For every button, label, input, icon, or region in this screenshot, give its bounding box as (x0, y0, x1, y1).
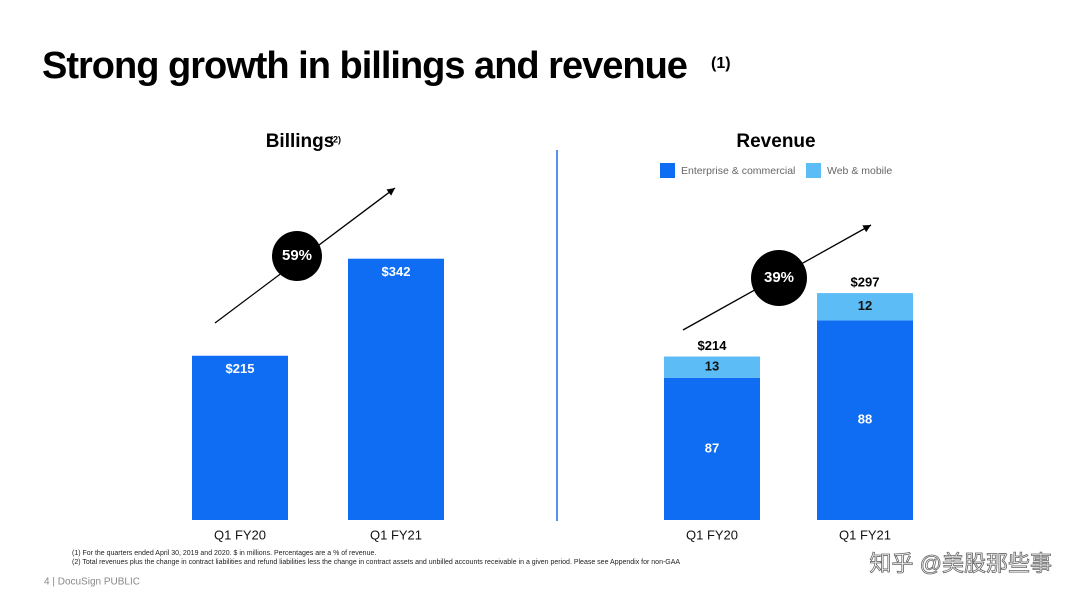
chart-title: Billings (266, 131, 335, 152)
bar-segment (664, 356, 760, 378)
bar-segment (817, 320, 913, 520)
legend-swatch (660, 163, 675, 178)
watermark: 知乎 @美股那些事 (870, 551, 1052, 576)
growth-label: 39% (764, 269, 794, 286)
growth-badge (272, 231, 322, 281)
bar-segment (817, 293, 913, 321)
legend-label: Enterprise & commercial (681, 165, 795, 177)
growth-badge (751, 250, 807, 306)
footer: 4 | DocuSign PUBLIC (44, 577, 140, 588)
x-tick-label: Q1 FY20 (214, 527, 266, 542)
bar (192, 355, 288, 520)
total-label: $214 (698, 338, 728, 353)
x-tick-label: Q1 FY21 (839, 527, 891, 542)
slide-title: Strong growth in billings and revenue (42, 45, 687, 87)
bar-segment (664, 377, 760, 520)
chart-title: Revenue (736, 131, 815, 152)
footnote: (1) For the quarters ended April 30, 201… (72, 550, 376, 557)
chart-title-note: (2) (330, 134, 341, 144)
segment-label: 13 (705, 359, 719, 374)
legend-swatch (806, 163, 821, 178)
segment-label: 88 (858, 412, 872, 427)
total-label: $297 (851, 275, 880, 290)
growth-label: 59% (282, 247, 312, 264)
legend-label: Web & mobile (827, 165, 892, 177)
title-note: (1) (711, 55, 731, 72)
x-tick-label: Q1 FY20 (686, 527, 738, 542)
footnote: (2) Total revenues plus the change in co… (72, 559, 680, 566)
segment-label: 12 (858, 298, 872, 313)
value-label: $215 (226, 361, 255, 376)
segment-label: 87 (705, 440, 719, 455)
bar (348, 258, 444, 520)
x-tick-label: Q1 FY21 (370, 527, 422, 542)
value-label: $342 (382, 264, 411, 279)
